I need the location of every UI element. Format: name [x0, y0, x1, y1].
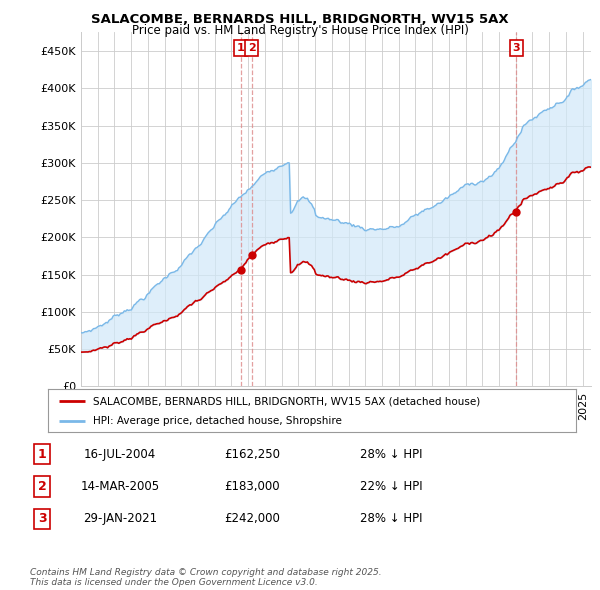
Text: 28% ↓ HPI: 28% ↓ HPI [360, 512, 422, 526]
Text: 2: 2 [38, 480, 46, 493]
Text: Contains HM Land Registry data © Crown copyright and database right 2025.
This d: Contains HM Land Registry data © Crown c… [30, 568, 382, 587]
Text: 22% ↓ HPI: 22% ↓ HPI [360, 480, 422, 493]
Text: 29-JAN-2021: 29-JAN-2021 [83, 512, 157, 526]
Text: 1: 1 [38, 447, 46, 461]
Text: £162,250: £162,250 [224, 447, 280, 461]
Text: SALACOMBE, BERNARDS HILL, BRIDGNORTH, WV15 5AX: SALACOMBE, BERNARDS HILL, BRIDGNORTH, WV… [91, 13, 509, 26]
Text: Price paid vs. HM Land Registry's House Price Index (HPI): Price paid vs. HM Land Registry's House … [131, 24, 469, 37]
Text: SALACOMBE, BERNARDS HILL, BRIDGNORTH, WV15 5AX (detached house): SALACOMBE, BERNARDS HILL, BRIDGNORTH, WV… [93, 396, 480, 407]
Text: HPI: Average price, detached house, Shropshire: HPI: Average price, detached house, Shro… [93, 417, 342, 426]
Text: £242,000: £242,000 [224, 512, 280, 526]
Text: £183,000: £183,000 [224, 480, 280, 493]
Text: 1: 1 [236, 43, 244, 53]
Text: 14-MAR-2005: 14-MAR-2005 [80, 480, 160, 493]
Text: 16-JUL-2004: 16-JUL-2004 [84, 447, 156, 461]
Text: 3: 3 [38, 512, 46, 526]
Text: 28% ↓ HPI: 28% ↓ HPI [360, 447, 422, 461]
Text: 2: 2 [248, 43, 256, 53]
Text: 3: 3 [512, 43, 520, 53]
